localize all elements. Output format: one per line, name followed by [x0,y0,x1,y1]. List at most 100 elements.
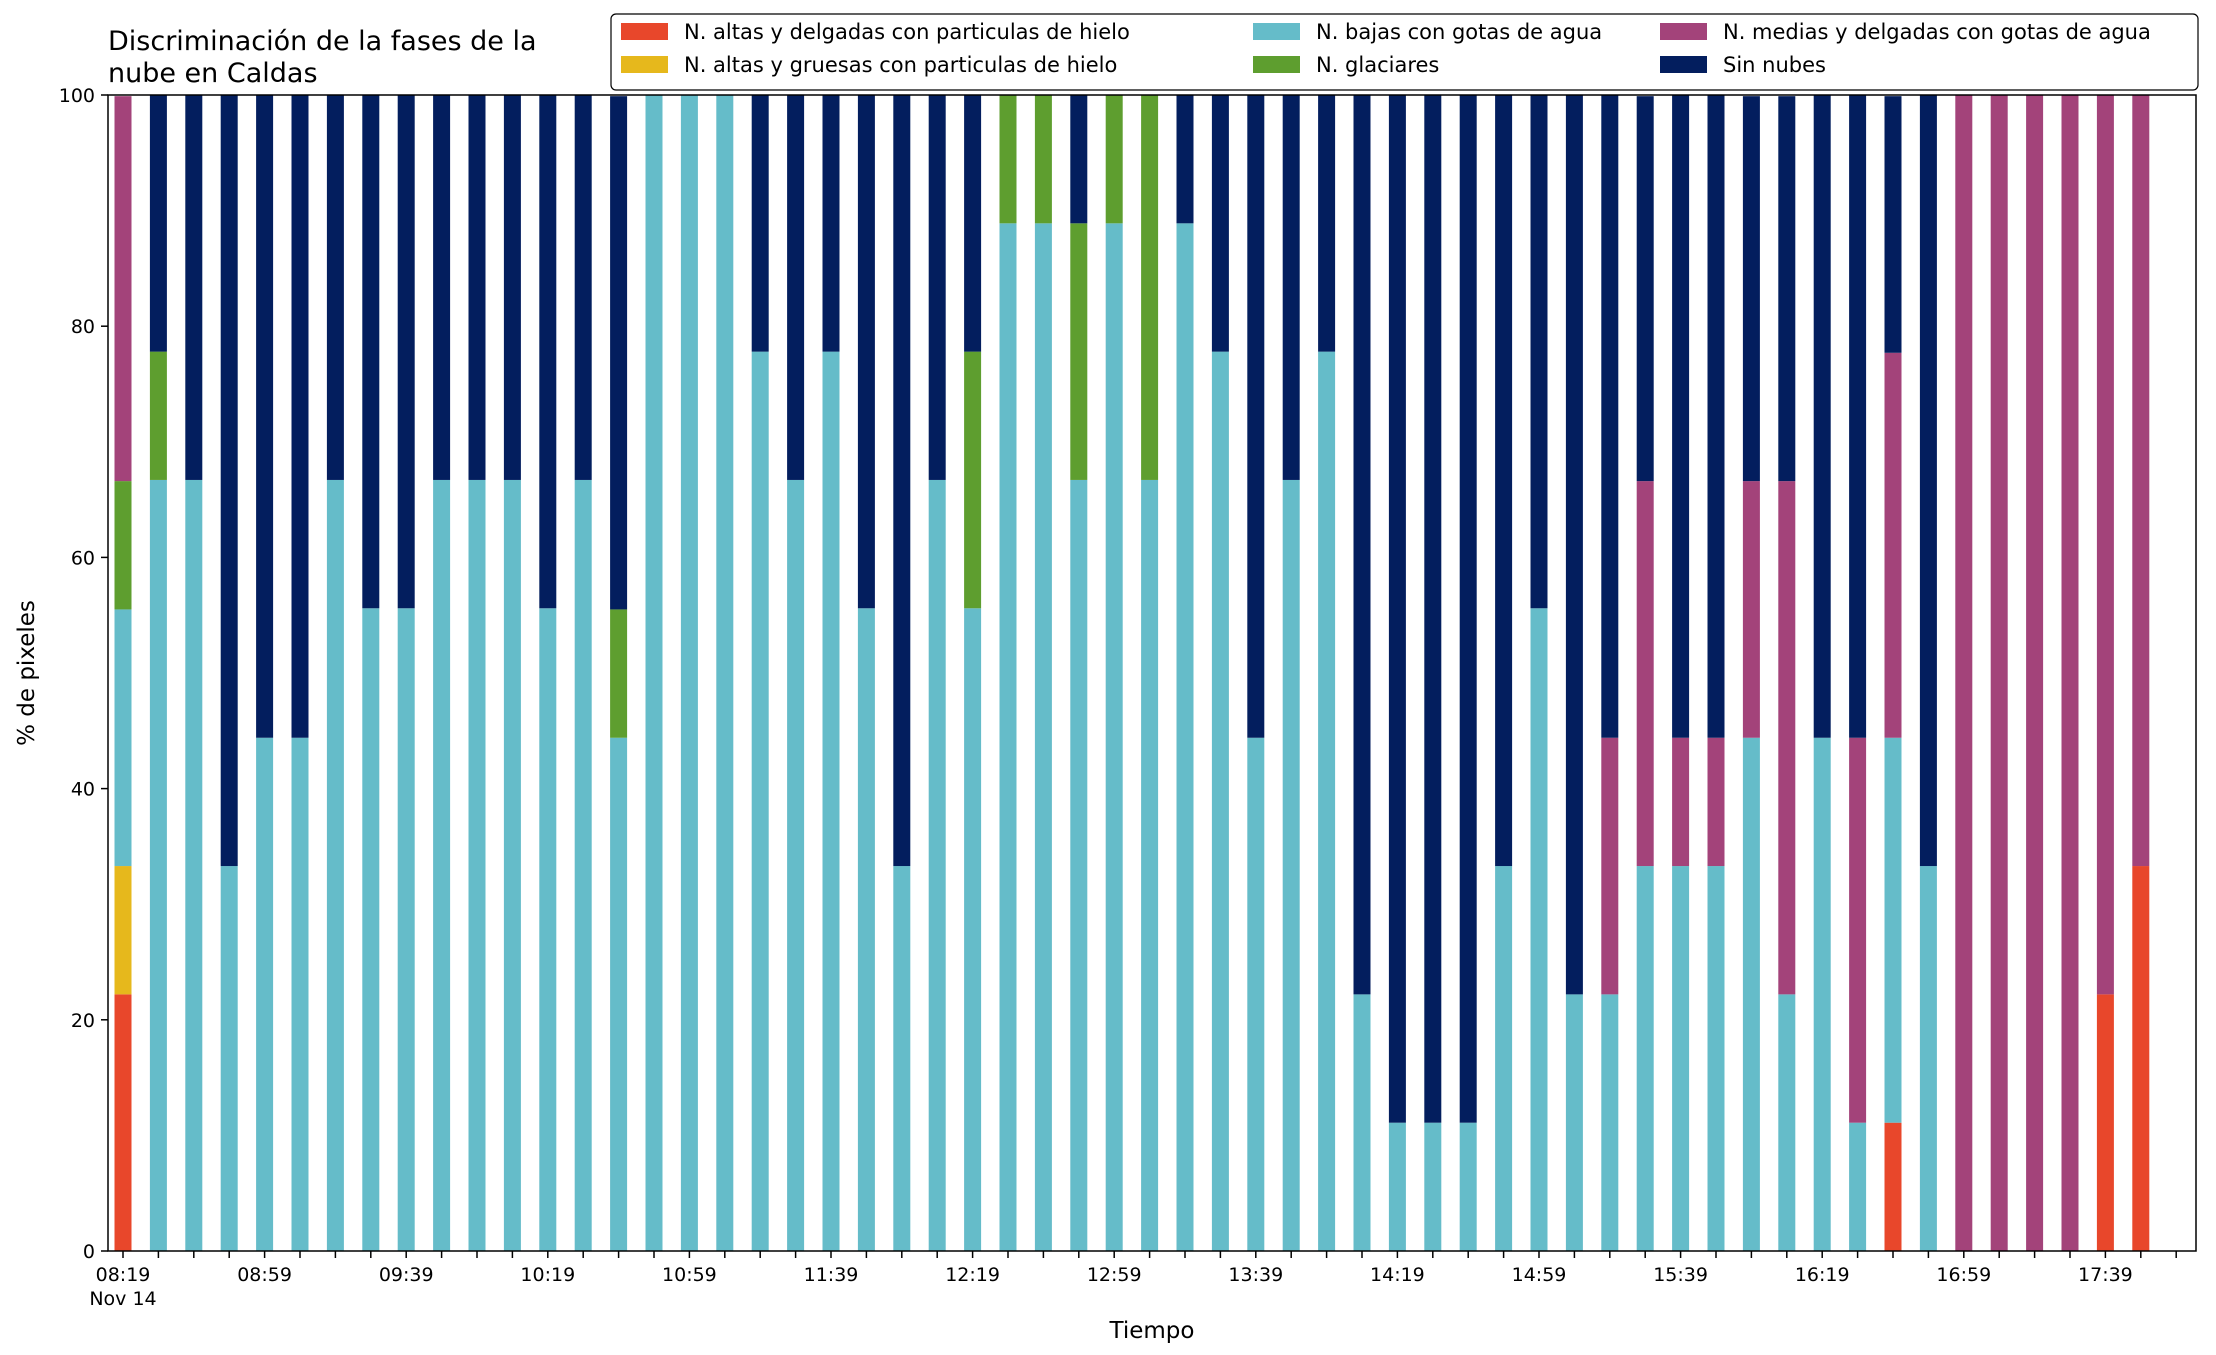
bar-segment [220,95,238,867]
bar-segment [1849,737,1867,1123]
bar-stack [291,95,309,1251]
bar-segment [256,737,274,1251]
x-tick-label: 13:39 [1228,1264,1283,1286]
x-tick-label: 10:59 [662,1264,717,1286]
bar-stack [1813,95,1831,1251]
bar-stack [1211,95,1229,1252]
bar-segment [1707,95,1725,738]
bar-segment [256,95,274,738]
bar-segment [2061,95,2079,1251]
bar-stack [1884,96,1902,1251]
bar-segment [1778,994,1796,1251]
bar-segment [1990,95,2008,1251]
bar-segment [1707,737,1725,867]
bar-stack [1282,95,1300,1251]
bar-segment [822,95,840,352]
bar-segment [1636,866,1654,1251]
bar-segment [291,95,309,738]
bar-segment [149,351,167,480]
bar-segment [1884,1122,1902,1251]
legend-swatch [621,56,668,73]
x-tick-label: 16:59 [1936,1264,1991,1286]
bar-segment [1778,481,1796,995]
bar-stack [1530,95,1548,1251]
legend-swatch [1660,23,1707,40]
bar-segment [433,95,451,480]
bar-segment [1105,223,1123,1251]
bar-stack [893,95,911,1251]
bar-segment [1601,95,1619,738]
bar-segment [680,95,698,1251]
y-tick-label: 40 [71,779,95,801]
bar-segment [114,96,132,482]
bar-segment [1282,479,1300,1251]
bar-segment [1919,95,1937,867]
bar-stack [1495,95,1513,1251]
bar-stack [1353,95,1371,1251]
bar-segment [1141,95,1159,480]
bar-segment [1601,994,1619,1251]
bar-segment [2132,866,2150,1251]
y-axis-label: % de pixeles [14,600,40,746]
legend-label: N. medias y delgadas con gotas de agua [1723,20,2151,44]
bar-stack [716,95,734,1251]
bar-segment [1742,96,1760,482]
bar-stack [1318,95,1336,1252]
bar-stack [1176,95,1194,1251]
bar-stack [1459,95,1477,1251]
bar-segment [1388,95,1406,1123]
bar-segment [1141,479,1159,1251]
bar-segment [1070,95,1088,224]
bar-stack [220,95,238,1251]
bar-segment [1707,866,1725,1251]
bar-segment [857,95,875,609]
y-tick-label: 100 [59,85,95,107]
x-tick-label: 08:59 [237,1264,292,1286]
bar-stack [1247,95,1265,1251]
bar-stack [256,95,274,1251]
bar-segment [645,95,663,1251]
bar-segment [2096,95,2114,995]
bar-segment [1176,95,1194,224]
bar-stack [928,95,946,1251]
x-tick-label: 09:39 [379,1264,434,1286]
bar-segment [1034,223,1052,1251]
bar-segment [574,479,592,1251]
bar-segment [185,95,203,480]
legend-swatch [621,23,668,40]
bar-segment [610,96,628,610]
bar-segment [1955,95,1973,1251]
legend-label: N. altas y gruesas con particulas de hie… [684,53,1117,77]
bar-stack [1070,95,1088,1251]
bar-segment [1318,351,1336,1252]
bar-segment [1353,95,1371,995]
legend-swatch [1253,23,1300,40]
y-tick-label: 20 [71,1010,95,1032]
bar-segment [185,479,203,1251]
bar-segment [291,737,309,1251]
x-tick-label: 17:39 [2078,1264,2133,1286]
bar-stack [362,95,380,1251]
bar-stack [2096,95,2114,1251]
bar-segment [893,866,911,1251]
bar-segment [1176,223,1194,1251]
bar-stack [1778,96,1796,1251]
y-axis: 0 20 40 60 80 100 [59,85,108,1263]
bar-segment [716,95,734,1251]
bar-segment [1778,96,1796,482]
bar-stack [1955,95,1973,1251]
bar-stack [857,95,875,1251]
bar-segment [1884,352,1902,738]
x-tick-label: 10:19 [520,1264,575,1286]
x-tick-label: 12:19 [945,1264,1000,1286]
bar-segment [1636,481,1654,867]
bar-segment [468,95,486,480]
bar-segment [1636,96,1654,482]
chart-title-line: nube en Caldas [108,58,318,89]
bar-segment [1424,95,1442,1123]
legend-frame [610,13,2199,91]
bar-segment [2132,95,2150,867]
bar-segment [433,479,451,1251]
